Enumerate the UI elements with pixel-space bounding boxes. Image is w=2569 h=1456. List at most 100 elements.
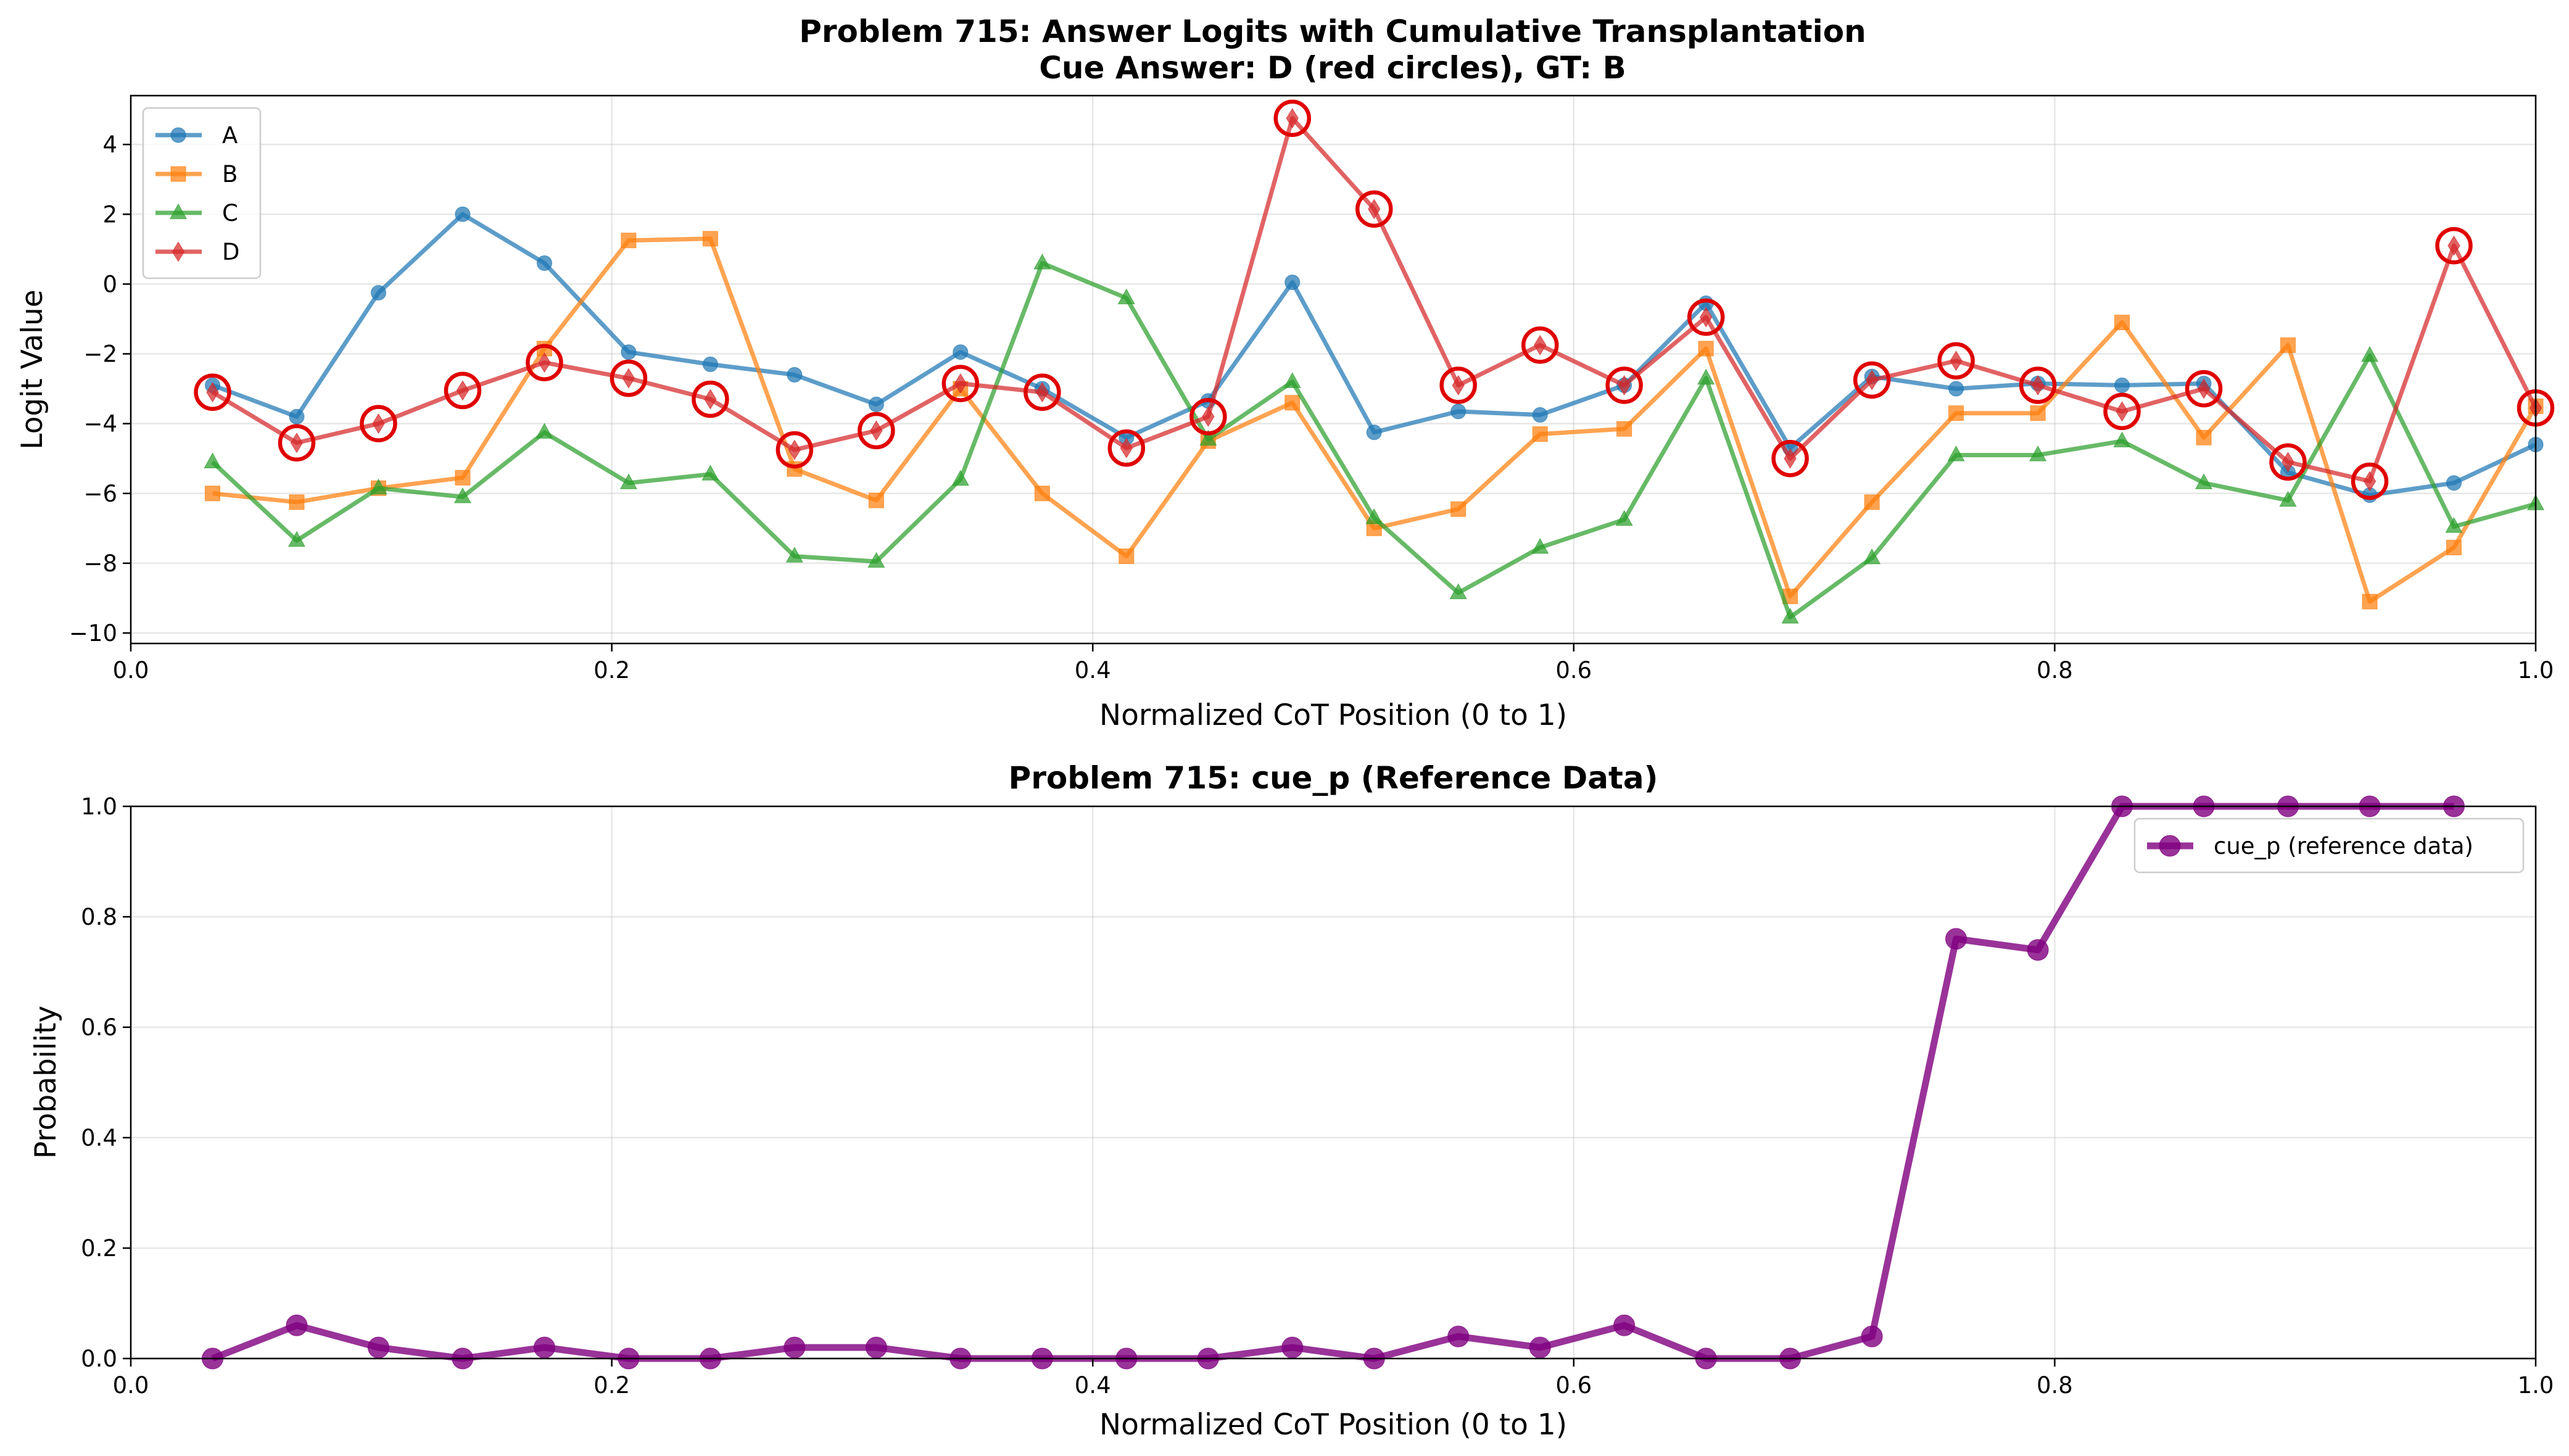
- data-point-c: [951, 469, 969, 486]
- chart2-x-ticks: 0.0 0.2 0.4 0.6 0.8 1.0: [113, 1359, 2554, 1399]
- data-point-a: [536, 255, 552, 271]
- data-point-c: [867, 552, 885, 568]
- data-point-c: [370, 478, 387, 495]
- data-point-c: [2445, 517, 2463, 533]
- data-point-c: [785, 547, 803, 563]
- cue-highlight-circle: [692, 380, 729, 418]
- data-point-cue-p-reference-data: [533, 1336, 555, 1359]
- data-point-c: [1449, 583, 1467, 600]
- x-tick-label: 1.0: [2518, 657, 2554, 684]
- data-point-c: [1531, 538, 1549, 554]
- data-point-d: [456, 380, 470, 401]
- cue-highlight-circle: [1521, 326, 1559, 364]
- data-point-c: [1033, 254, 1051, 270]
- chart1-x-axis-label: Normalized CoT Position (0 to 1): [1099, 698, 1567, 732]
- y-tick-label: 4: [102, 131, 117, 158]
- x-tick-label: 0.0: [113, 1372, 149, 1399]
- cue-highlight-circle: [360, 405, 397, 442]
- chart2-legend: cue_p (reference data): [2133, 817, 2525, 874]
- cue-highlight-circle: [444, 371, 482, 410]
- cue-highlight-circle: [1937, 342, 1975, 380]
- cue-highlight-circle: [1189, 398, 1227, 436]
- legend-marker-b: [170, 166, 186, 182]
- data-point-c: [2279, 490, 2297, 507]
- chart1-cue-highlights: [194, 99, 2555, 500]
- data-point-a: [455, 206, 471, 222]
- data-point-b: [455, 469, 471, 486]
- data-point-b: [1616, 421, 1632, 437]
- data-point-d: [1286, 108, 1299, 129]
- cue-highlight-circle: [526, 344, 563, 381]
- data-point-cue-p-reference-data: [1861, 1325, 1883, 1347]
- y-tick-label: 0: [102, 271, 117, 297]
- chart2-title: Problem 715: cue_p (Reference Data): [1009, 760, 1658, 796]
- legend-marker-cue-p-reference-data: [2159, 835, 2181, 857]
- data-point-c: [1947, 445, 1965, 461]
- chart2-y-axis-label: Probability: [29, 1006, 63, 1159]
- data-point-a: [1532, 407, 1548, 423]
- cue-highlight-circle: [1771, 439, 1809, 478]
- data-point-c: [2360, 345, 2379, 362]
- chart1-series-lines: [204, 108, 2545, 624]
- data-point-b: [621, 233, 637, 249]
- data-point-cue-p-reference-data: [865, 1336, 887, 1359]
- data-point-b: [1864, 494, 1880, 510]
- legend-label-d: D: [222, 239, 240, 265]
- data-point-d: [2363, 471, 2377, 492]
- cue-highlight-circle: [1107, 429, 1146, 467]
- data-point-a: [1366, 424, 1382, 441]
- data-point-d: [206, 382, 219, 403]
- data-point-c: [1365, 508, 1383, 524]
- y-tick-label: 1.0: [81, 793, 117, 820]
- data-point-a: [1284, 275, 1301, 291]
- legend-box: [2133, 817, 2525, 874]
- x-tick-label: 0.6: [1555, 1372, 1592, 1399]
- y-tick-label: −6: [83, 481, 117, 507]
- data-point-d: [622, 368, 635, 389]
- data-point-cue-p-reference-data: [286, 1314, 308, 1336]
- cue-highlight-circle: [776, 431, 814, 469]
- data-point-c: [2113, 431, 2131, 448]
- x-tick-label: 0.8: [2037, 657, 2073, 684]
- chart2-x-axis-label: Normalized CoT Position (0 to 1): [1099, 1408, 1567, 1442]
- cue-highlight-circle: [1024, 373, 1061, 412]
- data-point-d: [1452, 374, 1465, 396]
- data-point-c: [536, 423, 553, 439]
- data-point-d: [1120, 437, 1133, 458]
- data-point-cue-p-reference-data: [784, 1336, 806, 1359]
- y-tick-label: 0.2: [81, 1235, 117, 1262]
- x-tick-label: 0.0: [113, 657, 149, 684]
- y-tick-label: 0.8: [81, 904, 117, 930]
- data-point-b: [1119, 548, 1135, 565]
- y-tick-label: 2: [102, 201, 117, 228]
- y-tick-label: 0.0: [81, 1346, 117, 1372]
- data-point-a: [2114, 377, 2130, 393]
- data-point-a: [953, 344, 969, 360]
- x-tick-label: 0.2: [594, 657, 630, 684]
- x-tick-label: 0.4: [1075, 1372, 1111, 1399]
- y-tick-label: −4: [83, 411, 117, 437]
- legend-box: [142, 107, 262, 279]
- data-point-c: [1199, 429, 1217, 446]
- data-point-b: [1450, 501, 1467, 517]
- x-tick-label: 0.8: [2037, 1372, 2073, 1399]
- data-point-b: [205, 486, 221, 502]
- data-point-cue-p-reference-data: [1529, 1336, 1551, 1359]
- data-point-cue-p-reference-data: [2027, 939, 2049, 961]
- data-point-d: [1950, 350, 1963, 371]
- data-point-d: [2281, 452, 2294, 473]
- cue-highlight-circle: [2019, 366, 2057, 404]
- data-point-c: [1117, 288, 1135, 305]
- chart1-y-axis-label: Logit Value: [15, 289, 49, 449]
- cue-highlight-circle: [2351, 462, 2389, 500]
- data-point-d: [1534, 334, 1547, 355]
- cue-highlight-circle: [1687, 298, 1725, 336]
- data-point-c: [1697, 368, 1715, 385]
- data-point-a: [787, 366, 803, 383]
- cue-highlight-circle: [2185, 370, 2223, 408]
- chart1-y-ticks: 4 2 0 −2 −4 −6 −8 −10: [69, 131, 131, 647]
- data-point-cue-p-reference-data: [1281, 1336, 1304, 1359]
- data-point-d: [1368, 199, 1381, 220]
- data-point-a: [289, 408, 305, 424]
